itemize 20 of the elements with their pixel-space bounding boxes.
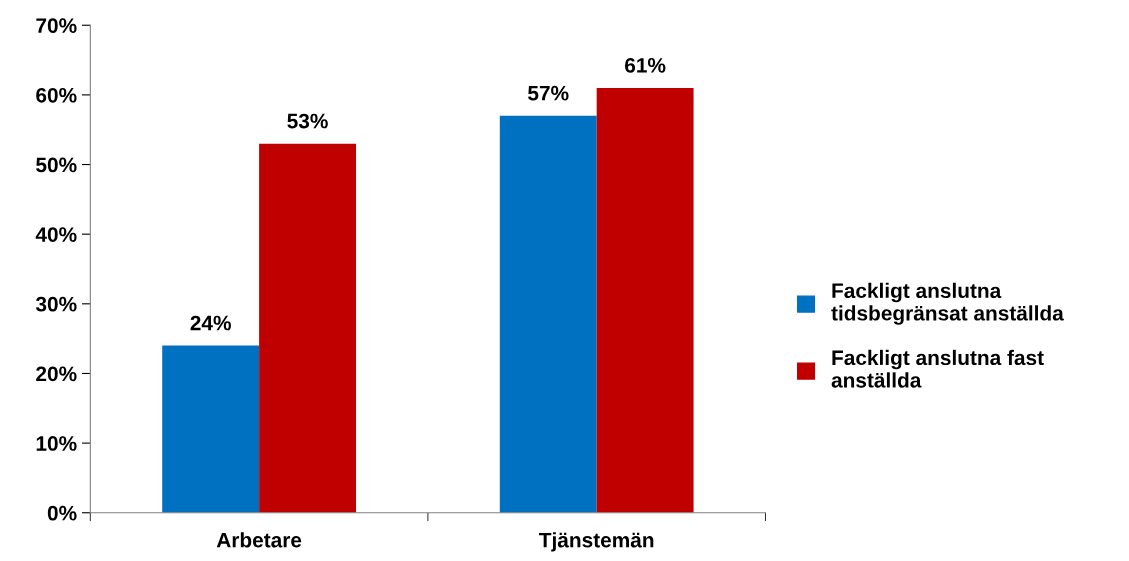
y-tick-label: 0% <box>47 505 77 521</box>
y-tick-label: 20% <box>36 366 77 382</box>
y-tick-label: 10% <box>36 436 77 451</box>
bar <box>162 345 260 513</box>
data-label: 61% <box>625 57 666 73</box>
data-label: 53% <box>287 113 328 129</box>
legend-label: Fackligt anslutna tidsbegränsat anställda <box>831 282 1064 325</box>
legend-label: Fackligt anslutna fast anställda <box>831 349 1044 388</box>
y-tick-label: 60% <box>36 87 77 103</box>
y-tick-label: 30% <box>35 296 77 312</box>
data-label: 57% <box>528 85 569 101</box>
y-tick-label: 70% <box>36 18 77 33</box>
x-tick-label: Tjänstemän <box>539 532 654 552</box>
bar <box>596 87 694 513</box>
x-tick-label: Arbetare <box>216 532 302 548</box>
bar <box>259 143 356 513</box>
bar <box>499 115 597 513</box>
y-tick-label: 50% <box>36 157 77 173</box>
data-label: 24% <box>190 315 231 331</box>
y-tick-label: 40% <box>35 227 77 242</box>
